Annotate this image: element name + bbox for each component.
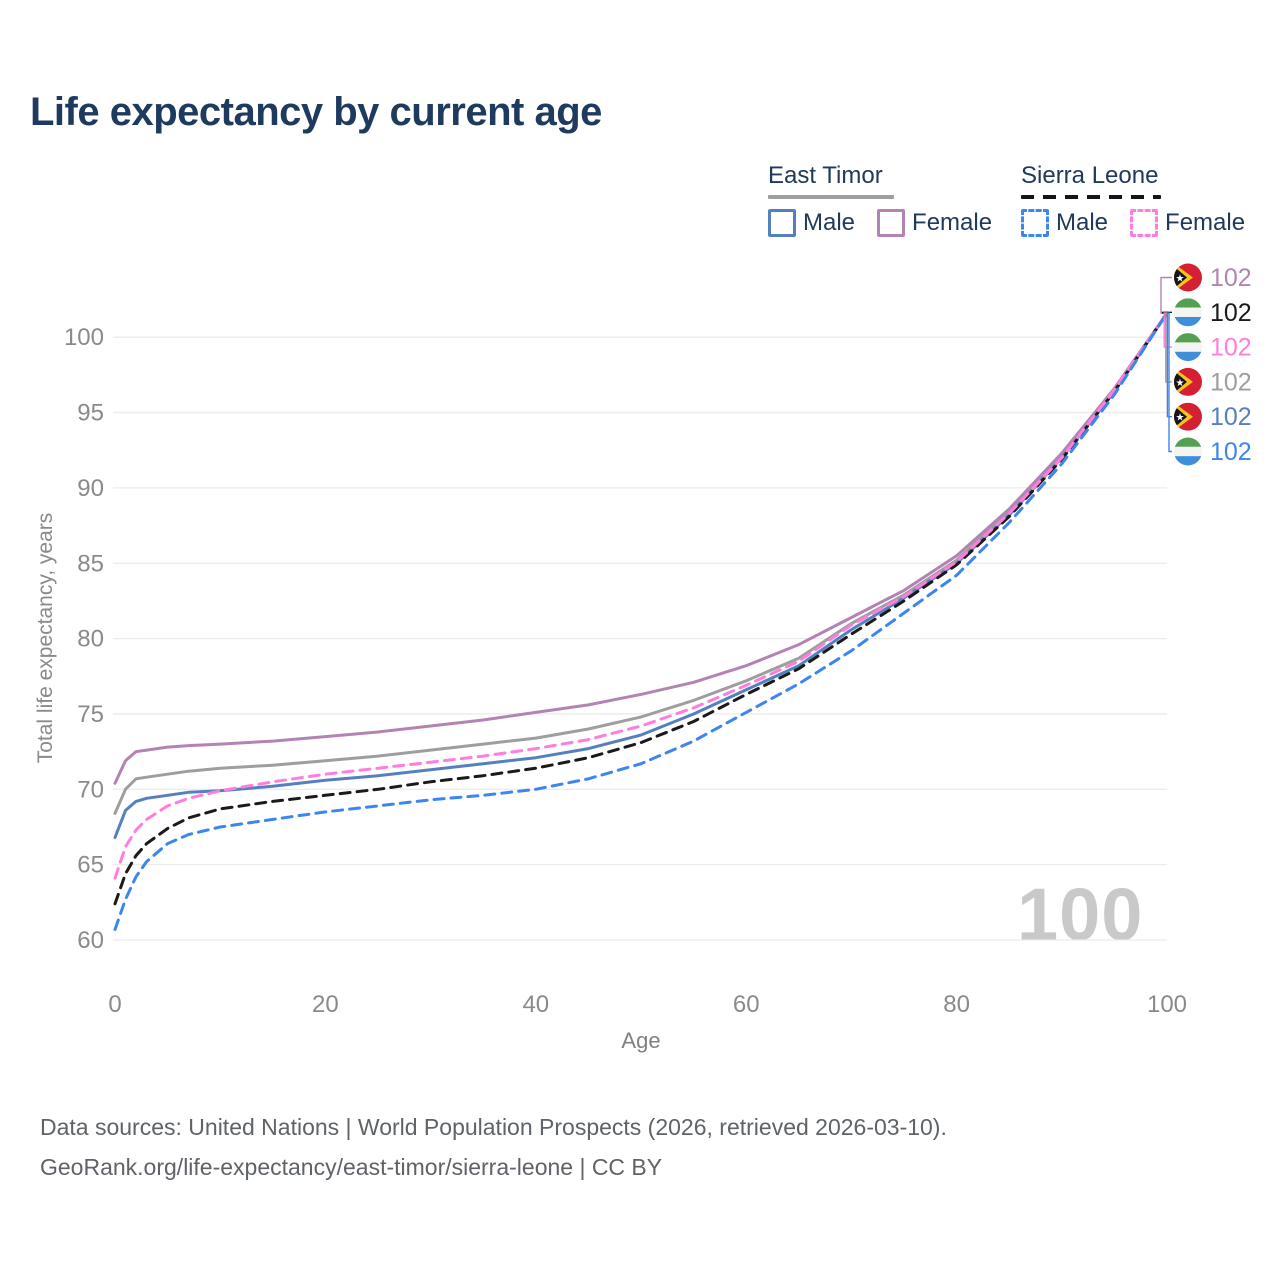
series-line-sierra-leone-both-sexes [113,311,1169,906]
legend-item-sierra-leone-male[interactable]: Male [1021,209,1108,237]
y-tick-65: 65 [77,852,104,879]
end-value-sierra-leone-male: 102 [1210,438,1252,466]
x-tick-80: 80 [943,991,970,1018]
x-tick-20: 20 [312,991,339,1018]
legend-item-east-timor-male[interactable]: Male [768,209,855,237]
series-line-east-timor-both-sexes [113,311,1169,815]
end-value-east-timor-both-sexes: 102 [1210,368,1252,396]
y-tick-85: 85 [77,550,104,577]
sierra-leone-flag-icon [1174,298,1202,327]
legend-group-east-timor: East Timor Male Female [768,162,992,237]
legend-label-male: Male [803,209,856,236]
legend-label-female: Female [912,209,993,236]
east-timor-male-checkbox[interactable] [768,209,796,237]
svg-text:★: ★ [1176,274,1185,285]
footer-data-sources: Data sources: United Nations | World Pop… [40,1114,947,1140]
legend-label-female: Female [1165,209,1246,236]
series-lines [113,311,1169,931]
end-value-sierra-leone-both-sexes: 102 [1210,299,1252,327]
sierra-leone-male-checkbox[interactable] [1021,209,1049,237]
sierra-leone-line-sample [1021,195,1161,199]
east-timor-flag-icon: ★ [1174,263,1202,292]
series-line-sierra-leone-female [113,311,1169,880]
y-tick-60: 60 [77,927,104,954]
end-value-sierra-leone-female: 102 [1210,334,1252,362]
x-tick-100: 100 [1147,991,1187,1018]
legend-country-sierra-leone: Sierra Leone [1021,162,1159,189]
series-line-east-timor-male [113,311,1169,839]
legend-group-sierra-leone: Sierra Leone Male Female [1021,162,1245,237]
end-value-east-timor-female: 102 [1210,264,1252,292]
y-tick-75: 75 [77,701,104,728]
x-tick-40: 40 [522,991,549,1018]
sierra-leone-flag-icon [1174,437,1202,466]
svg-text:★: ★ [1176,378,1185,389]
y-tick-95: 95 [77,400,104,427]
legend-item-east-timor-female[interactable]: Female [877,209,992,237]
leader-line-east-timor-female [1160,276,1172,314]
legend-label-male: Male [1056,209,1109,236]
end-value-labels: ★ 102 102 102 ★ 102 ★ 102 102 [1160,263,1252,466]
x-tick-60: 60 [733,991,760,1018]
series-line-east-timor-female [113,311,1169,785]
page-title: Life expectancy by current age [30,90,602,134]
svg-text:★: ★ [1176,413,1185,424]
x-tick-0: 0 [108,991,121,1018]
footer-attribution-link: GeoRank.org/life-expectancy/east-timor/s… [40,1154,663,1180]
east-timor-flag-icon: ★ [1174,402,1202,431]
east-timor-flag-icon: ★ [1174,367,1202,396]
sierra-leone-flag-icon [1174,333,1202,362]
legend-country-east-timor: East Timor [768,162,883,189]
footer: Data sources: United Nations | World Pop… [40,1107,947,1187]
end-value-east-timor-male: 102 [1210,403,1252,431]
east-timor-line-sample [768,195,894,199]
gridlines [113,336,1167,941]
axis-tick-labels: 60 65 70 75 80 85 90 95 100 0 20 40 60 80 100 [64,324,1187,1018]
x-axis-title: Age [621,1028,661,1053]
sierra-leone-female-checkbox[interactable] [1130,209,1159,237]
east-timor-female-checkbox[interactable] [877,209,906,237]
y-tick-70: 70 [77,776,104,803]
current-age-watermark: 100 [1017,873,1144,956]
series-line-sierra-leone-male [113,311,1169,931]
leader-line-sierra-leone-male [1167,312,1172,453]
y-tick-80: 80 [77,626,104,653]
y-tick-100: 100 [64,324,104,351]
legend-item-sierra-leone-female[interactable]: Female [1130,209,1245,237]
y-tick-90: 90 [77,475,104,502]
